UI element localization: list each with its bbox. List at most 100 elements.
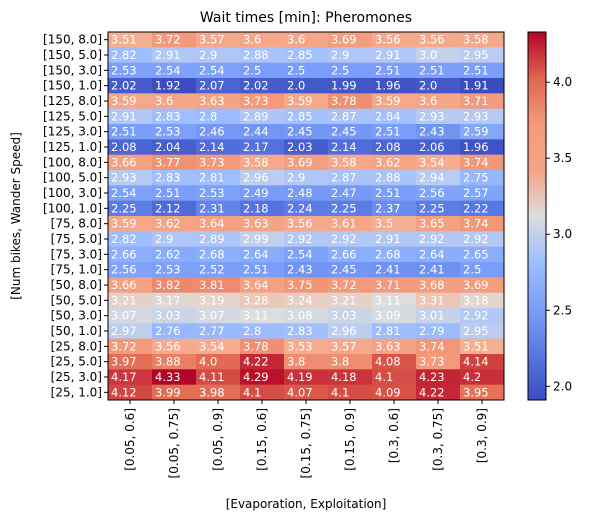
heatmap-cell (460, 323, 505, 340)
cell-value-label: 2.25 (111, 201, 137, 215)
heatmap-cell (152, 124, 197, 140)
cell-value-label: 3.58 (243, 155, 269, 169)
heatmap-cell (196, 47, 241, 64)
cell-value-label: 3.5 (375, 217, 393, 231)
cell-value-label: 2.91 (375, 48, 401, 62)
heatmap-cell (196, 108, 241, 125)
heatmap-cell (372, 292, 417, 309)
cell-value-label: 2.97 (111, 324, 137, 338)
cell-value-label: 2.43 (287, 263, 313, 277)
heatmap-cell (108, 384, 153, 401)
heatmap-cell (108, 369, 153, 386)
heatmap-cell (152, 231, 197, 248)
heatmap-cell (152, 62, 197, 79)
x-tick-label: [0.15, 0.75] (299, 408, 313, 478)
cell-value-label: 2.51 (463, 63, 489, 77)
heatmap-cell (416, 108, 461, 125)
cell-value-label: 4.18 (331, 370, 357, 384)
heatmap-cell (460, 47, 505, 64)
heatmap-cell (152, 139, 197, 156)
heatmap-cell (240, 47, 285, 64)
heatmap-cell (328, 262, 373, 278)
cell-value-label: 2.81 (199, 171, 225, 185)
cell-value-label: 3.21 (331, 293, 357, 307)
cell-value-label: 2.85 (287, 109, 313, 123)
heatmap-cell (372, 62, 417, 79)
cell-value-label: 2.18 (243, 201, 269, 215)
heatmap-cell (240, 62, 285, 79)
heatmap-cell (196, 216, 241, 232)
cell-value-label: 3.71 (375, 278, 401, 292)
heatmap-cell (416, 384, 461, 401)
heatmap-cell (108, 262, 153, 278)
heatmap-cell (240, 231, 285, 248)
cell-value-label: 2.56 (419, 186, 445, 200)
heatmap-cell (196, 32, 241, 48)
cell-value-label: 2.9 (331, 48, 349, 62)
cell-value-label: 3.56 (419, 33, 445, 47)
heatmap-cell (372, 246, 417, 263)
heatmap-cell (108, 170, 153, 186)
heatmap-cell (328, 93, 373, 110)
heatmap-cell (460, 216, 505, 232)
cell-value-label: 3.74 (463, 217, 489, 231)
cell-value-label: 2.65 (463, 247, 489, 261)
heatmap-cell (460, 93, 505, 110)
cell-value-label: 4.17 (111, 370, 137, 384)
cell-value-label: 4.19 (287, 370, 313, 384)
x-axis-ticks: [0.05, 0.6] [0.05, 0.75] [0.05, 0.9] [0.15,… (123, 400, 489, 478)
heatmap-cell (284, 108, 329, 125)
heatmap-cell (108, 108, 153, 125)
cell-value-label: 2.54 (199, 63, 225, 77)
x-tick-label: [0.05, 0.75] (167, 408, 181, 478)
cell-value-label: 3.59 (375, 94, 401, 108)
cell-value-label: 2.57 (463, 186, 489, 200)
heatmap-cell (240, 216, 285, 232)
cell-value-label: 3.8 (287, 355, 305, 369)
cell-value-label: 3.01 (419, 309, 445, 323)
y-tick-label: [50, 3.0] (51, 309, 102, 323)
cell-value-label: 3.71 (463, 94, 489, 108)
heatmap-cell (196, 369, 241, 386)
cell-value-label: 3.58 (331, 155, 357, 169)
cell-value-label: 1.92 (155, 79, 181, 93)
cell-value-label: 2.77 (199, 324, 225, 338)
cell-value-label: 3.97 (111, 355, 137, 369)
heatmap-cell (152, 32, 197, 48)
heatmap-cell (460, 369, 505, 386)
cell-value-label: 2.82 (111, 48, 137, 62)
heatmap-cell (108, 185, 153, 202)
heatmap-cell (152, 338, 197, 355)
cell-value-label: 3.03 (331, 309, 357, 323)
x-tick-label: [0.3, 0.6] (387, 408, 401, 463)
heatmap-cell (284, 292, 329, 309)
cell-value-label: 2.45 (331, 125, 357, 139)
cell-value-label: 3.72 (331, 278, 357, 292)
heatmap-cell (196, 124, 241, 140)
cell-value-label: 2.96 (243, 171, 269, 185)
heatmap-cell (240, 78, 285, 94)
cell-value-label: 2.54 (155, 63, 181, 77)
heatmap-cell (196, 200, 241, 217)
cell-value-label: 1.91 (463, 79, 489, 93)
heatmap-cell (196, 338, 241, 355)
y-axis-label: [Num bikes, Wander Speed] (9, 132, 23, 300)
heatmap-cell (372, 216, 417, 232)
heatmap-cell (372, 108, 417, 125)
heatmap-cell (372, 323, 417, 340)
cell-value-label: 2.56 (111, 263, 137, 277)
heatmap-cell (328, 308, 373, 324)
heatmap-cell (460, 308, 505, 324)
heatmap-cell (108, 200, 153, 217)
heatmap-cell (372, 277, 417, 294)
heatmap-cell (460, 124, 505, 140)
heatmap-cell (416, 47, 461, 64)
cell-value-label: 3.31 (419, 293, 445, 307)
heatmap-cell (108, 154, 153, 171)
heatmap-cell (152, 308, 197, 324)
heatmap-cell (328, 47, 373, 64)
cell-value-label: 2.68 (375, 247, 401, 261)
cell-value-label: 2.49 (243, 186, 269, 200)
heatmap-cell (152, 216, 197, 232)
